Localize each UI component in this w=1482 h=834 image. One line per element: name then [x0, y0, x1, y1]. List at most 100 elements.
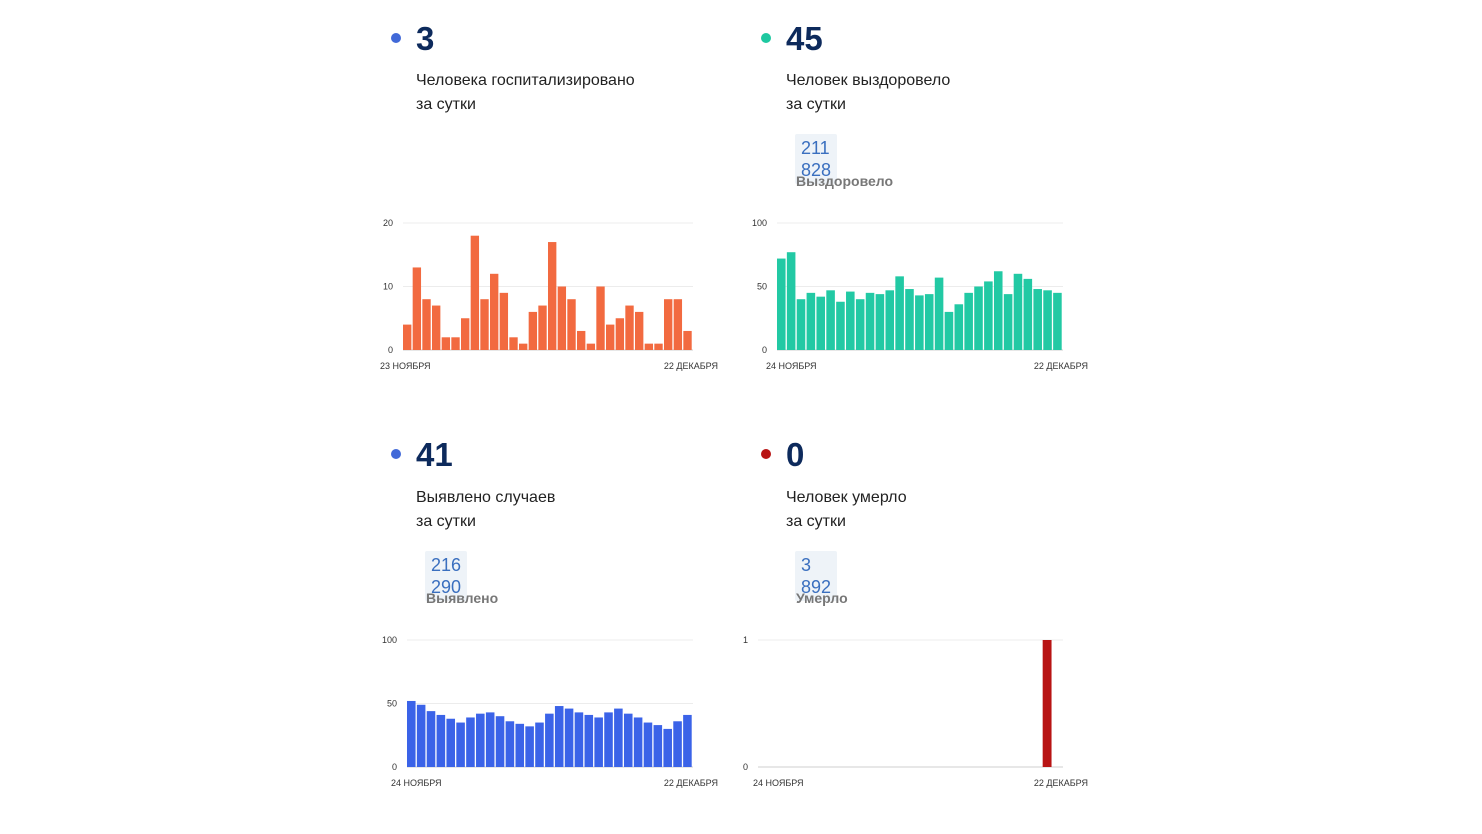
bar[interactable] — [1003, 294, 1013, 350]
x-start-label: 24 НОЯБРЯ — [766, 361, 817, 371]
bar[interactable] — [596, 286, 605, 351]
bar[interactable] — [855, 299, 865, 350]
cases-dot-icon — [391, 449, 401, 459]
bar[interactable] — [525, 726, 534, 767]
x-end-label: 22 ДЕКАБРЯ — [664, 361, 718, 371]
bar[interactable] — [422, 299, 431, 350]
bar[interactable] — [456, 722, 465, 767]
bar[interactable] — [505, 721, 515, 767]
bar[interactable] — [984, 281, 993, 350]
bar[interactable] — [796, 299, 806, 350]
bar[interactable] — [683, 714, 692, 767]
bar[interactable] — [594, 717, 603, 767]
bar[interactable] — [466, 717, 475, 767]
bar[interactable] — [663, 728, 672, 767]
bar[interactable] — [535, 722, 544, 767]
bar[interactable] — [567, 299, 576, 350]
bar[interactable] — [528, 311, 538, 350]
recovered-value: 45 — [786, 20, 823, 57]
bar[interactable] — [548, 242, 557, 350]
bar[interactable] — [964, 292, 973, 350]
bar[interactable] — [915, 295, 924, 350]
deaths-value: 0 — [786, 436, 805, 473]
bar[interactable] — [625, 305, 634, 350]
bar[interactable] — [515, 723, 525, 767]
bar[interactable] — [615, 318, 625, 350]
bar[interactable] — [664, 299, 673, 350]
bar[interactable] — [924, 294, 934, 350]
bar[interactable] — [577, 330, 586, 350]
bar[interactable] — [846, 291, 855, 350]
bar[interactable] — [836, 301, 845, 350]
bar[interactable] — [614, 708, 623, 767]
cases-total-label: Выявлено — [426, 590, 499, 606]
bar[interactable] — [1033, 289, 1042, 350]
bar[interactable] — [653, 725, 663, 767]
bar[interactable] — [683, 330, 692, 350]
bar[interactable] — [1023, 278, 1033, 350]
bar[interactable] — [993, 271, 1003, 350]
bar[interactable] — [644, 343, 654, 350]
y-tick-label: 0 — [743, 762, 748, 772]
bar[interactable] — [606, 324, 615, 350]
bar[interactable] — [1013, 273, 1023, 350]
bar[interactable] — [564, 708, 574, 767]
bar[interactable] — [557, 286, 567, 351]
bar[interactable] — [446, 718, 456, 767]
bar[interactable] — [412, 267, 422, 350]
bar[interactable] — [485, 712, 495, 767]
deaths-chart: 0 1 24 НОЯБРЯ 22 ДЕКАБРЯ — [743, 635, 1088, 788]
bar[interactable] — [944, 311, 954, 350]
bar[interactable] — [604, 712, 613, 767]
bar[interactable] — [1053, 292, 1062, 350]
bar[interactable] — [451, 337, 460, 350]
bar[interactable] — [954, 304, 964, 350]
bar[interactable] — [635, 311, 644, 350]
recovered-chart: 0 50 100 24 НОЯБРЯ 22 ДЕКАБРЯ — [752, 218, 1088, 371]
bar[interactable] — [403, 324, 412, 350]
x-end-label: 22 ДЕКАБРЯ — [1034, 778, 1088, 788]
bar[interactable] — [633, 717, 643, 767]
bar[interactable] — [654, 343, 663, 350]
hospitalized-chart: 0 10 20 23 НОЯБРЯ 22 ДЕКАБРЯ — [380, 218, 718, 371]
bar[interactable] — [875, 294, 885, 350]
bar[interactable] — [934, 277, 944, 350]
bar[interactable] — [490, 273, 499, 350]
bar[interactable] — [407, 700, 416, 767]
bar[interactable] — [461, 318, 470, 350]
bar[interactable] — [509, 337, 518, 350]
bar[interactable] — [470, 235, 480, 350]
bar[interactable] — [1043, 290, 1052, 350]
bar[interactable] — [426, 711, 436, 767]
bar[interactable] — [643, 722, 653, 767]
bar[interactable] — [826, 290, 835, 350]
bar[interactable] — [538, 305, 547, 350]
bar[interactable] — [519, 343, 528, 350]
bar[interactable] — [816, 296, 826, 350]
bar[interactable] — [806, 292, 816, 350]
bar[interactable] — [777, 258, 786, 350]
bar[interactable] — [554, 706, 564, 767]
bar[interactable] — [432, 305, 441, 350]
bar[interactable] — [480, 299, 489, 350]
bar[interactable] — [786, 252, 796, 350]
bar[interactable] — [499, 292, 509, 350]
bar[interactable] — [623, 713, 633, 767]
bar[interactable] — [436, 714, 446, 767]
bar[interactable] — [574, 712, 584, 767]
bar[interactable] — [673, 721, 682, 767]
bar[interactable] — [441, 337, 451, 350]
bar[interactable] — [905, 289, 914, 350]
bar[interactable] — [865, 292, 875, 350]
bar[interactable] — [895, 276, 904, 350]
bar[interactable] — [1042, 640, 1052, 767]
bar[interactable] — [545, 713, 554, 767]
bar[interactable] — [586, 343, 596, 350]
bar[interactable] — [673, 299, 683, 350]
bar[interactable] — [495, 716, 505, 767]
bar[interactable] — [584, 714, 594, 767]
bar[interactable] — [885, 290, 895, 350]
bar[interactable] — [476, 713, 485, 767]
bar[interactable] — [974, 286, 983, 351]
bar[interactable] — [416, 704, 426, 767]
